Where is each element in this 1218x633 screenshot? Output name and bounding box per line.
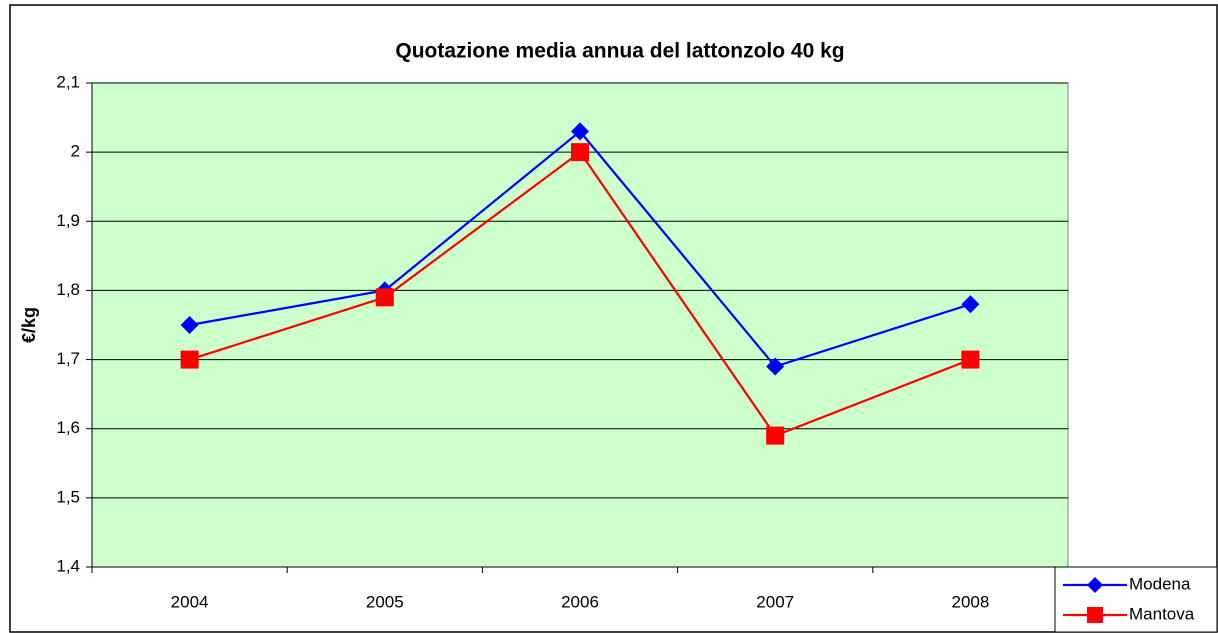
y-tick-label: 2 (71, 142, 80, 161)
marker (961, 350, 980, 369)
marker (766, 357, 785, 376)
y-axis-label: €/kg (19, 307, 39, 343)
legend-label: Modena (1129, 574, 1191, 593)
y-tick-label: 1,9 (56, 211, 80, 230)
marker (375, 288, 394, 307)
y-tick-label: 1,8 (56, 280, 80, 299)
x-tick-label: 2007 (756, 592, 794, 611)
y-tick-label: 2,1 (56, 72, 80, 91)
marker (571, 143, 589, 162)
marker (961, 295, 980, 314)
y-tick-label: 1,5 (56, 487, 80, 506)
y-tick-label: 1,4 (56, 556, 80, 575)
y-tick-label: 1,6 (56, 418, 80, 437)
x-tick-label: 2004 (171, 592, 209, 611)
marker (180, 316, 199, 334)
legend-marker (1087, 607, 1103, 623)
legend-box (1054, 566, 1218, 633)
x-tick-label: 2005 (366, 592, 404, 611)
legend-label: Mantova (1129, 604, 1195, 623)
chart-title: Quotazione media annua del lattonzolo 40… (395, 40, 844, 63)
x-tick-label: 2006 (561, 592, 599, 611)
y-tick-label: 1,7 (56, 349, 80, 368)
marker (180, 350, 199, 369)
x-tick-label: 2008 (951, 592, 989, 611)
marker (766, 426, 785, 445)
marker (571, 122, 589, 141)
legend-marker (1087, 577, 1103, 593)
